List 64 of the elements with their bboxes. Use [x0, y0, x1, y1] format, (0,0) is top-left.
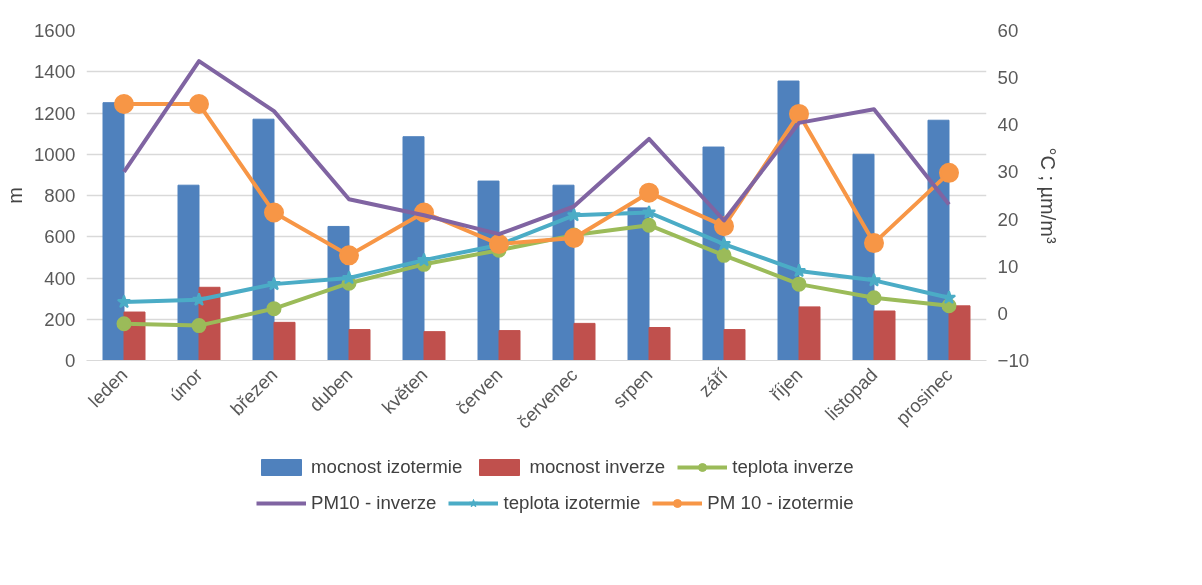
- y2-tick-label: 40: [997, 114, 1019, 136]
- point: [116, 316, 132, 332]
- y-tick-label: 800: [44, 185, 76, 206]
- y-tick-label: 1000: [34, 143, 76, 165]
- y2-tick-label: 0: [997, 302, 1008, 324]
- point: [939, 162, 959, 183]
- y2-tick-label: 10: [997, 255, 1019, 277]
- x-tick-label: září: [694, 363, 732, 401]
- legend-label: PM 10 - izotermie: [707, 492, 854, 514]
- bar: [948, 305, 971, 361]
- bar: [102, 102, 125, 361]
- bar: [498, 330, 521, 361]
- y-tick-label: 1400: [34, 61, 76, 83]
- x-tick-label: říjen: [765, 364, 807, 405]
- bar: [723, 329, 746, 361]
- y-tick-label: 200: [44, 308, 76, 330]
- y2-tick-label: 30: [997, 161, 1019, 183]
- y-tick-label: 400: [44, 267, 76, 289]
- point: [641, 204, 657, 219]
- point: [789, 103, 809, 124]
- point: [639, 182, 659, 203]
- point: [191, 292, 207, 306]
- y2-axis-title: °C ; µm/m³: [1037, 147, 1060, 244]
- bar: [252, 118, 275, 361]
- y2-tick-label: 20: [997, 208, 1019, 230]
- point: [189, 94, 209, 115]
- point: [791, 276, 807, 292]
- bar: [423, 331, 446, 361]
- y2-tick-label: 60: [997, 20, 1019, 41]
- point: [564, 227, 584, 248]
- point: [416, 252, 432, 267]
- y-axis-title: m: [4, 187, 26, 204]
- point: [864, 233, 884, 254]
- y2-tick-label: 50: [997, 67, 1019, 89]
- point: [866, 272, 882, 287]
- y-tick-label: 0: [65, 350, 76, 371]
- y2-tick-label: −10: [997, 350, 1030, 371]
- point: [641, 217, 657, 233]
- bar: [627, 207, 650, 361]
- legend-label: teplota inverze: [732, 456, 854, 478]
- y-tick-label: 1600: [34, 20, 76, 41]
- point: [116, 294, 132, 309]
- point: [566, 207, 582, 222]
- bar: [348, 329, 371, 361]
- point: [114, 94, 134, 115]
- point: [866, 290, 882, 306]
- point: [716, 247, 732, 263]
- point: [339, 245, 359, 266]
- bar: [573, 322, 596, 361]
- point: [266, 301, 282, 317]
- legend-label: PM10 - inverze: [311, 492, 437, 514]
- bar: [273, 321, 296, 361]
- point: [264, 202, 284, 223]
- legend-label: mocnost izotermie: [311, 456, 463, 478]
- bar: [648, 327, 671, 361]
- bar: [177, 184, 200, 361]
- point: [266, 276, 282, 291]
- bar: [798, 306, 821, 361]
- y-tick-label: 600: [44, 226, 76, 248]
- y-tick-label: 1200: [34, 102, 76, 124]
- point: [191, 318, 207, 334]
- bar: [873, 310, 896, 361]
- legend-label: teplota izotermie: [503, 492, 641, 514]
- legend-label: mocnost inverze: [529, 456, 666, 478]
